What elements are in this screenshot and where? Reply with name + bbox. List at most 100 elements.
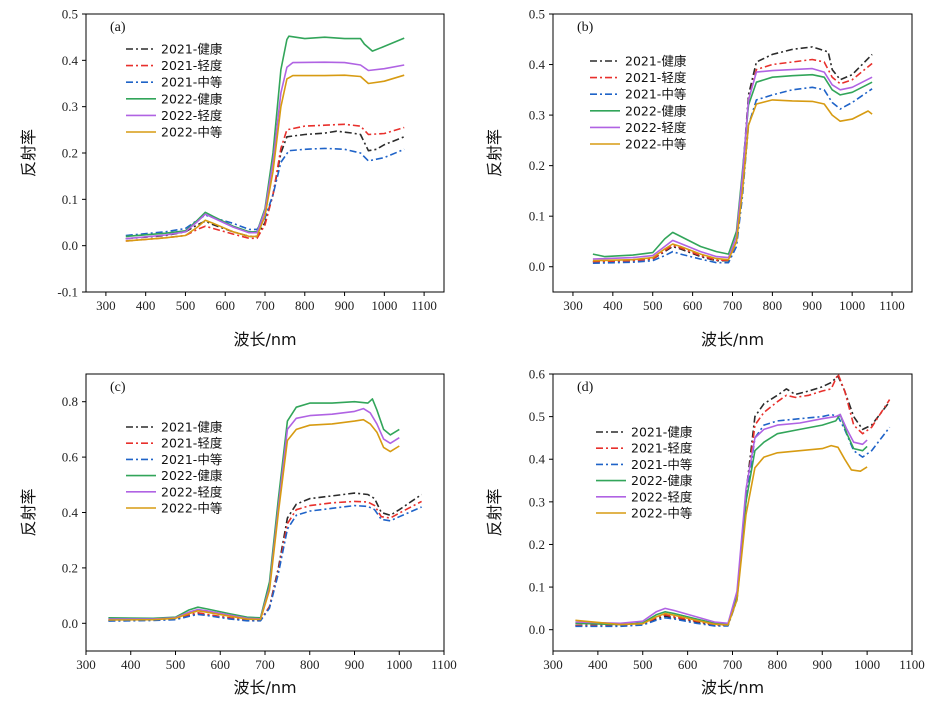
x-tick-label: 500 <box>643 298 663 313</box>
legend-label: 2022-健康 <box>625 103 687 118</box>
y-tick-label: 0.0 <box>529 259 545 274</box>
x-tick-label: 300 <box>563 298 583 313</box>
legend-label: 2021-轻度 <box>625 70 687 85</box>
x-tick-label: 900 <box>803 298 823 313</box>
x-tick-label: 600 <box>211 657 231 672</box>
y-tick-label: 0.0 <box>62 616 78 631</box>
series-line-6 <box>108 418 400 621</box>
x-tick-label: 600 <box>215 298 235 313</box>
legend-label: 2022-健康 <box>161 91 223 106</box>
x-tick-label: 500 <box>176 298 196 313</box>
series-line-2 <box>125 123 405 242</box>
y-tick-label: 0.4 <box>62 53 79 68</box>
series-line-3 <box>575 413 891 628</box>
series-line-4 <box>108 398 400 620</box>
series-line-5 <box>125 61 405 240</box>
legend-label: 2021-轻度 <box>161 436 223 451</box>
x-tick-label: 700 <box>255 657 275 672</box>
series-line-2 <box>592 58 873 263</box>
legend-label: 2021-轻度 <box>631 441 693 456</box>
y-tick-label: 0.5 <box>529 7 545 22</box>
series-line-1 <box>575 375 891 627</box>
series-line-6 <box>592 99 873 262</box>
legend-label: 2022-中等 <box>625 137 686 152</box>
y-tick-label: 0.8 <box>62 394 78 409</box>
x-axis-label: 波长/nm <box>233 678 296 697</box>
legend: 2021-健康2021-轻度2021-中等2022-健康2022-轻度2022-… <box>126 420 223 516</box>
legend-label: 2021-中等 <box>161 452 222 467</box>
legend-label: 2021-中等 <box>631 457 692 472</box>
y-tick-label: 0.6 <box>529 367 546 382</box>
y-tick-label: 0.2 <box>62 560 78 575</box>
x-tick-label: 400 <box>603 298 623 313</box>
y-tick-label: 0.3 <box>529 494 545 509</box>
y-axis-label: 反射率 <box>485 488 504 536</box>
series-line-6 <box>125 74 405 242</box>
x-axis-label: 波长/nm <box>701 678 764 697</box>
x-tick-label: 600 <box>683 298 703 313</box>
y-tick-label: 0.2 <box>62 146 78 161</box>
y-tick-label: 0.5 <box>529 409 545 424</box>
y-tick-label: 0.4 <box>529 57 546 72</box>
y-tick-label: 0.2 <box>529 537 545 552</box>
x-tick-label: 1000 <box>371 298 397 313</box>
x-tick-label: 700 <box>723 298 743 313</box>
series-line-5 <box>108 407 400 620</box>
x-tick-label: 1000 <box>386 657 412 672</box>
x-tick-label: 700 <box>255 298 275 313</box>
series-line-3 <box>108 504 422 622</box>
y-axis-label: 反射率 <box>485 129 504 177</box>
y-tick-label: 0.4 <box>62 505 79 520</box>
series-line-6 <box>575 444 868 626</box>
legend-label: 2022-中等 <box>631 506 692 521</box>
series-line-4 <box>125 35 405 238</box>
x-tick-label: 400 <box>121 657 141 672</box>
panel-label: (c) <box>110 380 126 395</box>
panel-label: (b) <box>577 20 594 35</box>
y-tick-label: 0.6 <box>62 450 79 465</box>
legend-label: 2021-健康 <box>161 420 223 435</box>
x-tick-label: 500 <box>633 657 653 672</box>
x-tick-label: 800 <box>300 657 320 672</box>
legend: 2021-健康2021-轻度2021-中等2022-健康2022-轻度2022-… <box>596 425 693 521</box>
legend: 2021-健康2021-轻度2021-中等2022-健康2022-轻度2022-… <box>590 54 687 152</box>
legend-label: 2022-中等 <box>161 125 222 140</box>
series-line-4 <box>592 73 873 258</box>
y-tick-label: 0.5 <box>62 7 78 22</box>
y-tick-label: 0.0 <box>62 238 78 253</box>
legend: 2021-健康2021-轻度2021-中等2022-健康2022-轻度2022-… <box>126 42 223 140</box>
x-tick-label: 600 <box>678 657 698 672</box>
x-tick-label: 1100 <box>879 298 905 313</box>
legend-label: 2021-中等 <box>161 75 222 90</box>
plot-frame <box>85 373 445 652</box>
legend-label: 2022-轻度 <box>161 108 223 123</box>
panel-label: (d) <box>577 380 594 395</box>
series-line-3 <box>592 86 873 264</box>
legend-label: 2022-健康 <box>161 468 223 483</box>
x-tick-label: 900 <box>813 657 833 672</box>
legend-label: 2021-健康 <box>161 42 223 57</box>
series-line-5 <box>592 67 873 260</box>
y-tick-label: 0.1 <box>529 580 545 595</box>
x-tick-label: 400 <box>588 657 608 672</box>
x-tick-label: 500 <box>166 657 186 672</box>
series-line-2 <box>575 373 891 627</box>
panel-label: (a) <box>110 20 126 35</box>
series-line-4 <box>575 413 868 626</box>
y-axis-label: 反射率 <box>19 488 38 536</box>
legend-label: 2021-健康 <box>631 425 693 440</box>
chart-panel-3: 300 400 500 600 700 800 900 1000 1100 0.0 0.2 0.4 0.… <box>19 373 457 697</box>
x-tick-label: 1100 <box>431 657 457 672</box>
legend-label: 2022-中等 <box>161 501 222 516</box>
series-line-2 <box>108 500 422 622</box>
x-axis-label: 波长/nm <box>233 330 296 349</box>
plot-frame <box>85 13 445 293</box>
series-line-1 <box>592 46 873 263</box>
x-tick-label: 900 <box>335 298 355 313</box>
x-tick-label: 700 <box>723 657 743 672</box>
x-tick-label: 1100 <box>899 657 925 672</box>
y-tick-label: 0.3 <box>529 108 545 123</box>
x-tick-label: 800 <box>763 298 783 313</box>
y-tick-label: 0.1 <box>529 209 545 224</box>
